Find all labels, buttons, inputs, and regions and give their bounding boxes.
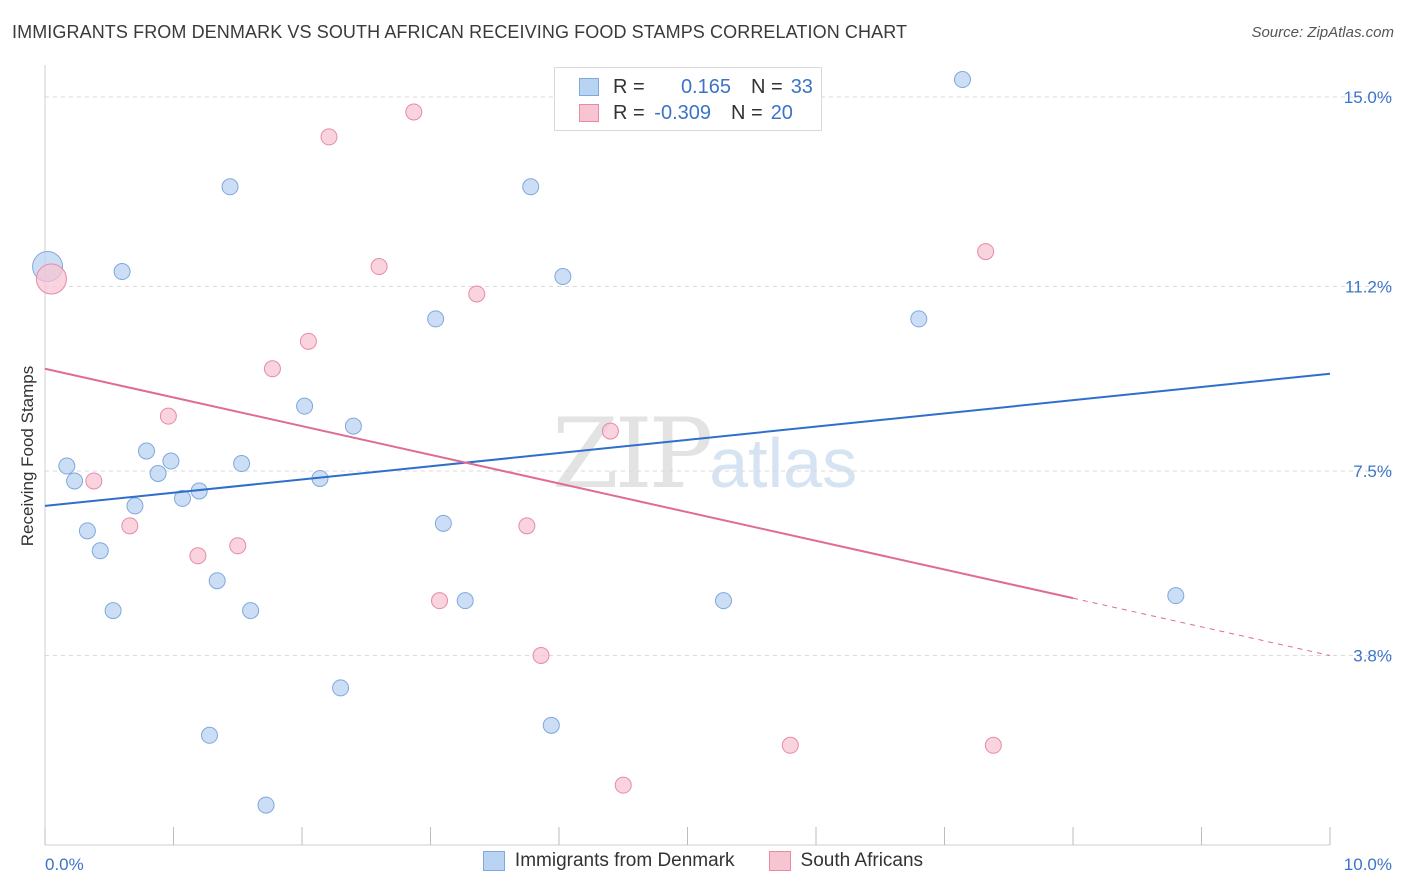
data-point-south-african: [85, 472, 103, 490]
legend-r-label: R =: [613, 75, 645, 98]
data-point-denmark: [58, 457, 76, 475]
y-tick-label: 7.5%: [1353, 462, 1392, 481]
legend-n-label: N =: [751, 75, 783, 98]
data-point-denmark: [233, 455, 251, 473]
legend-n-label: N =: [731, 101, 763, 124]
data-point-south-african: [532, 647, 550, 665]
data-point-denmark: [554, 268, 572, 286]
legend-swatch-blue: [579, 78, 599, 96]
data-point-south-african: [159, 407, 177, 425]
watermark-zip: ZIP: [552, 398, 713, 510]
watermark-atlas: atlas: [709, 424, 858, 502]
data-point-denmark: [257, 796, 275, 814]
data-point-south-african: [189, 547, 207, 565]
data-point-south-african: [299, 332, 317, 350]
data-point-denmark: [91, 542, 109, 560]
series-legend-south-africans[interactable]: South Africans: [768, 850, 924, 872]
legend-r-label: R =: [613, 101, 645, 124]
data-point-south-african: [984, 736, 1002, 754]
data-point-denmark: [162, 452, 180, 470]
data-point-south-african: [121, 517, 139, 535]
chart-title: IMMIGRANTS FROM DENMARK VS SOUTH AFRICAN…: [12, 22, 908, 42]
data-point-denmark: [221, 178, 239, 196]
data-point-south-african: [229, 537, 247, 555]
data-point-denmark: [332, 679, 350, 697]
data-point-denmark: [149, 464, 167, 482]
legend-row-denmark: R = 0.165 N = 33: [579, 75, 813, 99]
data-point-denmark: [542, 716, 560, 734]
data-point-south-african: [518, 517, 536, 535]
series-swatch-blue: [482, 851, 505, 871]
data-point-south-african: [781, 736, 799, 754]
data-point-denmark: [344, 417, 362, 435]
data-point-denmark: [456, 592, 474, 610]
data-point-denmark: [138, 442, 156, 460]
trend-line-south-african: [44, 367, 1074, 600]
data-point-denmark: [1167, 587, 1185, 605]
data-point-denmark: [242, 602, 260, 620]
data-point-denmark: [208, 572, 226, 590]
trend-line-denmark: [44, 372, 1331, 507]
data-point-south-african: [614, 776, 632, 794]
legend-n-value: 33: [790, 75, 813, 98]
data-point-denmark: [434, 514, 452, 532]
data-point-denmark: [953, 71, 971, 89]
legend-n-value: 20: [770, 101, 793, 124]
correlation-legend: R = 0.165 N = 33 R = -0.309 N = 20: [554, 67, 822, 131]
data-point-denmark: [78, 522, 96, 540]
legend-row-south-african: R = -0.309 N = 20: [579, 101, 793, 125]
source-credit: Source: ZipAtlas.com: [1251, 24, 1394, 41]
data-point-denmark: [104, 602, 122, 620]
x-tick-label: 0.0%: [45, 855, 84, 874]
data-point-south-african: [430, 592, 448, 610]
data-point-denmark: [427, 310, 445, 328]
data-point-denmark: [173, 489, 191, 507]
y-axis-label: Receiving Food Stamps: [18, 365, 37, 547]
data-point-south-african: [370, 258, 388, 276]
series-legend-label: Immigrants from Denmark: [514, 850, 735, 871]
data-point-south-african: [320, 128, 338, 146]
data-point-south-african: [601, 422, 619, 440]
data-point-south-african: [468, 285, 486, 303]
legend-r-value: -0.309: [654, 101, 711, 124]
data-point-denmark: [113, 263, 131, 281]
series-swatch-pink: [768, 851, 791, 871]
data-point-south-african: [35, 263, 67, 295]
legend-swatch-pink: [579, 104, 599, 122]
series-legend-denmark[interactable]: Immigrants from Denmark: [482, 850, 735, 872]
watermark: ZIPatlas: [552, 398, 857, 510]
data-point-denmark: [200, 726, 218, 744]
data-point-south-african: [405, 103, 423, 121]
data-point-south-african: [263, 360, 281, 378]
series-legend: Immigrants from Denmark South Africans: [0, 850, 1406, 872]
data-point-south-african: [977, 243, 995, 261]
y-tick-label: 3.8%: [1353, 647, 1392, 666]
data-point-denmark: [296, 397, 314, 415]
x-tick-label: 10.0%: [1344, 855, 1392, 874]
series-legend-label: South Africans: [800, 850, 924, 871]
data-point-denmark: [522, 178, 540, 196]
data-point-denmark: [714, 592, 732, 610]
trend-line-south-african-extension: [1072, 597, 1331, 656]
legend-r-value: 0.165: [680, 75, 731, 98]
y-tick-label: 15.0%: [1344, 88, 1392, 107]
data-point-denmark: [126, 497, 144, 515]
data-point-denmark: [910, 310, 928, 328]
y-tick-label: 11.2%: [1345, 277, 1392, 296]
data-point-denmark: [66, 472, 84, 490]
